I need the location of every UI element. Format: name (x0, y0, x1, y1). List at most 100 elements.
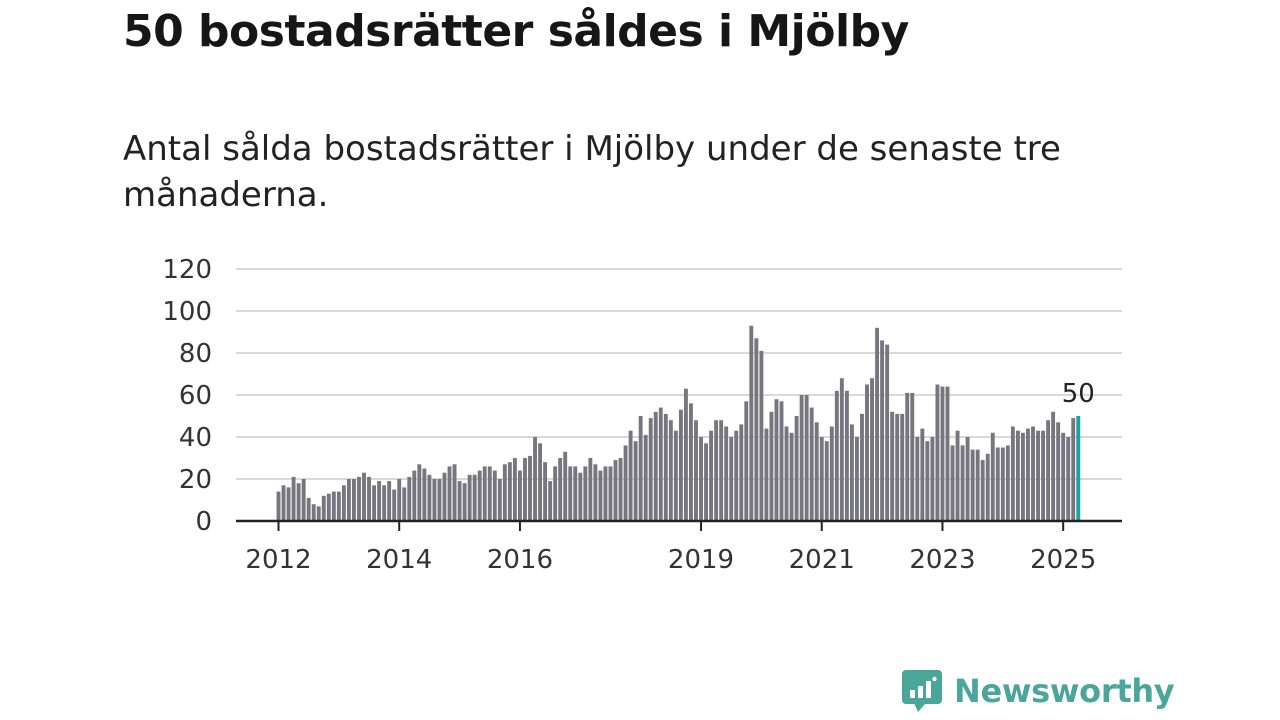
bar (457, 481, 462, 521)
bar (714, 420, 719, 521)
bar (834, 390, 839, 521)
bar (794, 416, 799, 521)
bar (437, 479, 442, 521)
bar (734, 430, 739, 521)
x-tick-label: 2019 (668, 545, 734, 575)
chart-title: 50 bostadsrätter såldes i Mjölby (123, 6, 909, 57)
y-tick-label: 100 (162, 297, 212, 327)
bar (910, 392, 915, 521)
bar (377, 481, 382, 521)
bar (447, 466, 452, 521)
bar (880, 340, 885, 521)
bar (623, 445, 628, 521)
bar (608, 466, 613, 521)
bar (1061, 432, 1066, 521)
bar (759, 350, 764, 521)
bar (724, 426, 729, 521)
bar (336, 491, 341, 521)
bar (583, 466, 588, 521)
bar (528, 455, 532, 521)
bar (809, 407, 814, 521)
bar (814, 422, 819, 521)
bar (341, 485, 346, 521)
bar (578, 472, 583, 521)
bar (925, 441, 930, 521)
bar (789, 432, 794, 521)
bar (568, 466, 573, 521)
bar (357, 476, 361, 521)
bar (658, 407, 663, 521)
bar (885, 344, 890, 521)
bar (417, 464, 422, 521)
x-tick-label: 2014 (366, 545, 432, 575)
bar (865, 384, 869, 521)
bar (296, 483, 301, 521)
bar (895, 413, 900, 521)
bar (839, 378, 844, 521)
bar (860, 413, 864, 521)
bar (855, 437, 859, 521)
bar (301, 479, 306, 521)
bar (372, 485, 377, 521)
bar (643, 434, 648, 521)
bar (920, 428, 925, 521)
bar (321, 495, 326, 521)
bar (739, 424, 744, 521)
bar (558, 458, 563, 521)
bar (1026, 428, 1030, 521)
bar (362, 472, 366, 521)
bar (870, 378, 874, 521)
bar (975, 449, 980, 521)
bar (628, 430, 633, 521)
newsworthy-logo-text: Newsworthy (954, 672, 1175, 710)
x-tick-label: 2021 (789, 545, 855, 575)
y-tick-label: 20 (179, 465, 212, 495)
bar (673, 430, 678, 521)
bar (699, 437, 703, 521)
bar (694, 420, 698, 521)
x-tick-label: 2023 (909, 545, 975, 575)
bar (915, 437, 920, 521)
bar (432, 479, 437, 521)
newsworthy-logo: Newsworthy (902, 670, 1175, 712)
bar (1031, 426, 1035, 521)
bar (663, 413, 668, 521)
bar (960, 445, 965, 521)
bar (477, 470, 482, 521)
x-tick-label: 2012 (245, 545, 311, 575)
bar (754, 338, 759, 521)
bar (331, 491, 336, 521)
bar (1020, 432, 1025, 521)
bar (512, 458, 517, 521)
y-tick-label: 0 (195, 507, 212, 537)
bar (970, 449, 975, 521)
bar (352, 479, 356, 521)
bar (543, 462, 548, 521)
bar (648, 418, 653, 521)
bar (784, 426, 789, 521)
x-tick-label: 2016 (487, 545, 553, 575)
bar (653, 411, 658, 521)
bar (422, 468, 427, 521)
bar (985, 453, 990, 521)
bar (507, 462, 512, 521)
bar (472, 474, 477, 521)
y-tick-label: 40 (179, 423, 212, 453)
newsworthy-logo-icon (902, 670, 942, 712)
bar (487, 466, 492, 521)
bar (502, 464, 507, 521)
bar (326, 493, 331, 521)
bar-highlight (1076, 416, 1081, 521)
bar (442, 472, 447, 521)
bar (774, 399, 779, 521)
bar (799, 395, 804, 521)
bar (316, 506, 321, 521)
bar (779, 401, 784, 521)
bar (955, 430, 960, 521)
bar (1015, 430, 1020, 521)
y-tick-label: 80 (179, 339, 212, 369)
bar (905, 392, 910, 521)
bar (387, 481, 392, 521)
bar (618, 458, 623, 521)
bar (286, 487, 291, 521)
